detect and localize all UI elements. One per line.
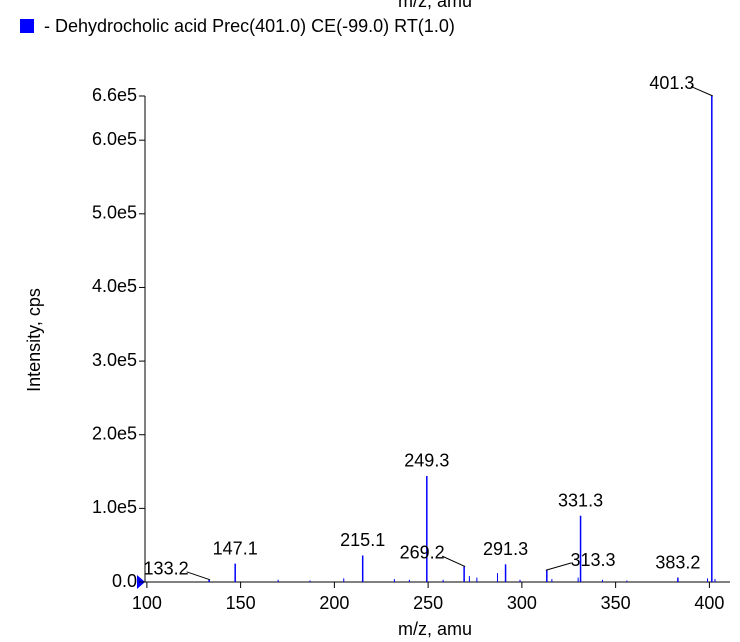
- y-tick-label: 6.0e5: [92, 129, 137, 149]
- x-tick-label: 250: [413, 593, 443, 613]
- peak-label: 249.3: [404, 451, 449, 471]
- peak-label: 133.2: [144, 559, 189, 579]
- x-axis-title: m/z, amu: [398, 619, 472, 639]
- peak-label: 401.3: [649, 73, 694, 93]
- x-tick-label: 200: [319, 593, 349, 613]
- peak-label: 383.2: [655, 552, 700, 572]
- x-tick-label: 350: [601, 593, 631, 613]
- x-tick-label: 300: [507, 593, 537, 613]
- legend-swatch: [20, 19, 34, 33]
- peak-label: 269.2: [400, 542, 445, 562]
- y-tick-label: 2.0e5: [92, 423, 137, 443]
- y-axis-title: Intensity, cps: [24, 288, 44, 392]
- y-tick-label: 4.0e5: [92, 276, 137, 296]
- leader-line: [186, 571, 211, 581]
- y-tick-label: 5.0e5: [92, 203, 137, 223]
- leader-line: [441, 555, 466, 567]
- leader-line: [690, 85, 714, 97]
- y-tick-label: 0.0: [112, 571, 137, 591]
- peak-label: 291.3: [483, 539, 528, 559]
- peak-label: 313.3: [570, 550, 615, 570]
- clipped-axis-title: m/z, amu: [398, 0, 472, 11]
- y-tick-label: 3.0e5: [92, 350, 137, 370]
- peak-label: 215.1: [340, 530, 385, 550]
- y-tick-label: 6.6e5: [92, 85, 137, 105]
- x-tick-label: 400: [694, 593, 724, 613]
- y-tick-label: 1.0e5: [92, 497, 137, 517]
- x-tick-label: 150: [226, 593, 256, 613]
- x-tick-label: 100: [132, 593, 162, 613]
- peak-label: 331.3: [558, 490, 603, 510]
- legend-label: - Dehydrocholic acid Prec(401.0) CE(-99.…: [44, 16, 455, 36]
- leader-line: [545, 562, 572, 571]
- peak-label: 147.1: [213, 538, 258, 558]
